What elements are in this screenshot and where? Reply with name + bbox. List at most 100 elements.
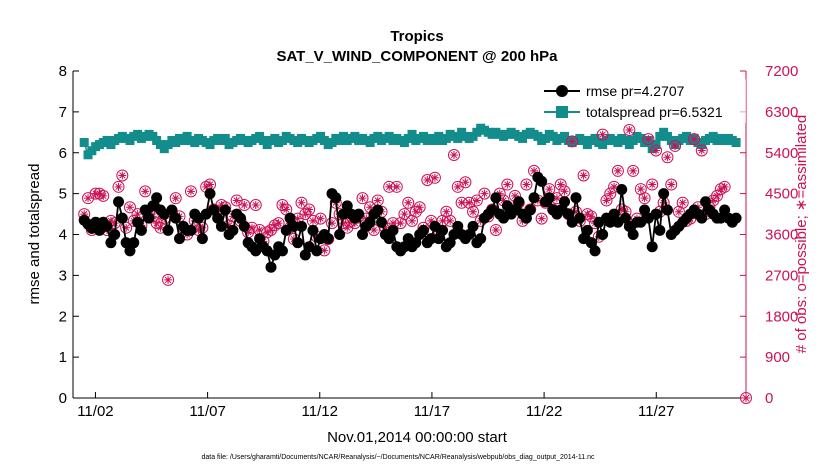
x-tick-label: 11/02	[77, 403, 113, 420]
obs-possible-point	[676, 196, 689, 209]
obs-assimilated-point	[84, 194, 93, 203]
obs-possible-point	[295, 196, 308, 209]
rmse-point	[437, 224, 449, 236]
obs-assimilated-point	[396, 219, 405, 228]
obs-assimilated-point	[232, 196, 241, 205]
obs-assimilated-point	[164, 275, 173, 284]
obs-assimilated-point	[267, 225, 276, 234]
obs-assimilated-point	[636, 185, 645, 194]
obs-assimilated-point	[602, 196, 611, 205]
obs-assimilated-point	[652, 146, 661, 155]
obs-assimilated-point	[106, 216, 115, 225]
obs-assimilated-point	[392, 182, 401, 191]
rmse-point	[353, 208, 365, 220]
rmse-point	[284, 212, 296, 224]
obs-assimilated-point	[430, 173, 439, 182]
rmse-point	[570, 192, 582, 204]
rmse-point	[276, 245, 288, 257]
rmse-point	[463, 229, 475, 240]
obs-assimilated-point	[465, 198, 474, 207]
obs-assimilated-point	[472, 196, 481, 205]
obs-assimilated-point	[247, 223, 256, 232]
obs-assimilated-point	[701, 210, 710, 219]
obs-possible-point	[600, 194, 613, 207]
obs-possible-point	[139, 185, 152, 198]
x-tick-label: 11/27	[638, 403, 674, 420]
obs-assimilated-point	[297, 198, 306, 207]
obs-assimilated-point	[438, 216, 447, 225]
obs-assimilated-point	[510, 191, 519, 200]
rmse-point	[448, 229, 460, 240]
rmse-point	[265, 261, 277, 273]
obs-possible-point	[398, 208, 411, 221]
obs-assimilated-point	[225, 221, 234, 230]
obs-possible-point	[695, 144, 708, 157]
obs-assimilated-point	[537, 214, 546, 223]
obs-possible-point	[604, 187, 617, 200]
rmse-point	[410, 237, 422, 249]
rmse-point	[719, 204, 731, 216]
rmse-point	[132, 216, 144, 228]
obs-assimilated-point	[95, 189, 104, 198]
obs-assimilated-point	[709, 196, 718, 205]
rmse-point	[208, 204, 220, 216]
y-axis-left-label: rmse and totalspread	[26, 164, 43, 305]
obs-assimilated-point	[625, 126, 634, 135]
y-right-tick-label: 7200	[765, 63, 798, 80]
obs-possible-point	[123, 201, 136, 214]
rmse-point	[113, 196, 125, 208]
obs-assimilated-point	[556, 180, 565, 189]
obs-possible-point	[82, 192, 95, 205]
obs-assimilated-point	[427, 216, 436, 225]
obs-assimilated-point	[118, 171, 127, 180]
obs-assimilated-point	[442, 207, 451, 216]
obs-assimilated-point	[469, 207, 478, 216]
obs-possible-point	[184, 185, 197, 198]
rmse-point	[700, 196, 712, 208]
obs-assimilated-point	[659, 198, 668, 207]
rmse-point	[212, 212, 224, 224]
y-right-tick-label: 5400	[765, 145, 798, 162]
rmse-point	[135, 224, 147, 236]
rmse-point	[296, 220, 308, 232]
obs-assimilated-point	[613, 166, 622, 175]
rmse-point	[105, 237, 117, 249]
obs-assimilated-point	[446, 216, 455, 225]
obs-assimilated-point	[690, 135, 699, 144]
rmse-point	[288, 220, 300, 232]
obs-possible-point	[459, 176, 472, 189]
obs-possible-point	[566, 135, 579, 148]
obs-assimilated-point	[449, 151, 458, 160]
rmse-point	[658, 188, 670, 200]
obs-assimilated-point	[343, 223, 352, 232]
obs-possible-point	[409, 205, 422, 218]
rmse-point	[562, 208, 574, 220]
rmse-point	[170, 212, 182, 224]
rmse-point	[334, 229, 346, 240]
chart-subtitle: SAT_V_WIND_COMPONENT @ 200 hPa	[276, 48, 558, 65]
obs-assimilated-point	[270, 221, 279, 230]
rmse-point	[444, 237, 456, 249]
obs-possible-point	[661, 151, 674, 164]
rmse-point	[696, 212, 708, 224]
obs-possible-point	[413, 201, 426, 214]
obs-possible-point	[669, 139, 682, 152]
obs-possible-point	[554, 178, 567, 191]
rmse-point	[574, 212, 586, 224]
obs-assimilated-point	[499, 196, 508, 205]
obs-possible-point	[276, 198, 289, 211]
rmse-point	[387, 224, 399, 236]
obs-assimilated-point	[415, 203, 424, 212]
obs-assimilated-point	[674, 207, 683, 216]
obs-assimilated-point	[217, 200, 226, 209]
obs-assimilated-point	[571, 207, 580, 216]
obs-possible-point	[303, 203, 316, 216]
rmse-point	[238, 220, 250, 232]
obs-assimilated-point	[606, 189, 615, 198]
obs-possible-point	[402, 196, 415, 209]
obs-assimilated-point	[716, 185, 725, 194]
obs-assimilated-point	[583, 210, 592, 219]
rmse-point	[604, 216, 616, 228]
rmse-point	[715, 212, 727, 224]
